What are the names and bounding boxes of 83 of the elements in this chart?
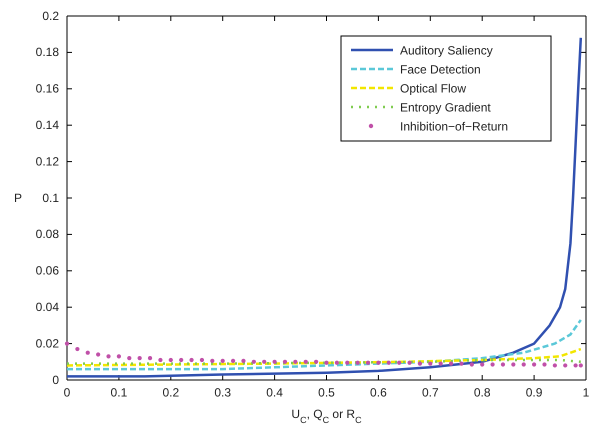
point (470, 362, 474, 367)
point (106, 354, 111, 358)
x-tick-label: 0 (64, 386, 71, 400)
point (459, 362, 464, 366)
point (500, 362, 506, 367)
y-tick-label: 0 (52, 372, 60, 387)
y-axis-title: P (14, 191, 22, 205)
x-axis-title: U$_{C}$, Q$_{C}$ or R$_{C}$ (291, 407, 362, 425)
point (314, 360, 318, 364)
legend-label: Optical Flow (400, 82, 466, 96)
point (574, 363, 578, 368)
point (522, 362, 526, 367)
point (366, 360, 370, 365)
point (189, 358, 194, 362)
point (418, 362, 422, 366)
point (345, 360, 350, 365)
point (397, 360, 402, 365)
point (116, 354, 122, 358)
x-tick-label: 0.5 (318, 386, 336, 400)
line-series (66, 348, 582, 367)
y-tick-label: 0.16 (36, 82, 60, 96)
point (210, 358, 214, 363)
point (179, 358, 184, 362)
point (241, 358, 246, 363)
legend-label: Inhibition−of−Return (400, 120, 508, 134)
y-tick-label: 0.04 (36, 300, 60, 314)
y-tick-label: 0.14 (36, 118, 60, 132)
point (438, 362, 443, 366)
y-tick-label: 0.02 (36, 336, 60, 350)
point (252, 360, 256, 364)
x-tick-label: 0.8 (474, 386, 491, 400)
point (96, 352, 100, 357)
point (127, 356, 132, 360)
point (532, 362, 536, 367)
point (138, 356, 142, 360)
point (304, 360, 308, 364)
legend-label: Entropy Gradient (400, 100, 492, 114)
x-tick-label: 1 (582, 386, 590, 400)
point (324, 360, 329, 365)
point (376, 360, 381, 365)
y-tick-label: 0.08 (36, 227, 60, 242)
x-tick-label: 0.1 (110, 386, 128, 400)
point (158, 358, 163, 362)
point (386, 360, 391, 365)
point (293, 360, 298, 364)
point (262, 360, 266, 364)
x-tick-label: 0.7 (422, 386, 439, 400)
point (563, 363, 568, 368)
point (480, 362, 484, 367)
point (511, 362, 516, 367)
point (428, 362, 432, 366)
y-tick-label: 0.12 (36, 154, 60, 168)
point (272, 360, 277, 364)
point (230, 358, 236, 363)
point (200, 358, 204, 362)
legend-label: Auditory Saliency (400, 44, 493, 58)
point (220, 358, 225, 363)
point (75, 346, 80, 352)
x-tick-label: 0.6 (370, 386, 388, 400)
point (490, 362, 495, 367)
point (334, 360, 339, 365)
y-tick-label: 0.06 (36, 264, 60, 278)
point (407, 360, 412, 365)
x-tick-label: 0.9 (526, 386, 543, 400)
point (86, 350, 90, 355)
point (282, 360, 288, 364)
point (448, 362, 454, 366)
x-tick-label: 0.2 (162, 386, 180, 400)
y-tick-label: 0.2 (42, 8, 60, 23)
line-series (66, 36, 582, 378)
point (168, 358, 173, 362)
line-series (66, 318, 582, 370)
x-tick-label: 0.4 (266, 386, 284, 400)
x-tick-label: 0.3 (214, 386, 232, 400)
point (542, 362, 547, 367)
point (148, 356, 152, 360)
legend-label: Face Detection (400, 62, 481, 76)
point (578, 363, 583, 368)
y-tick-label: 0.1 (42, 190, 60, 205)
y-tick-label: 0.18 (36, 45, 60, 60)
point (64, 341, 70, 346)
point (356, 360, 360, 365)
point (552, 363, 557, 368)
